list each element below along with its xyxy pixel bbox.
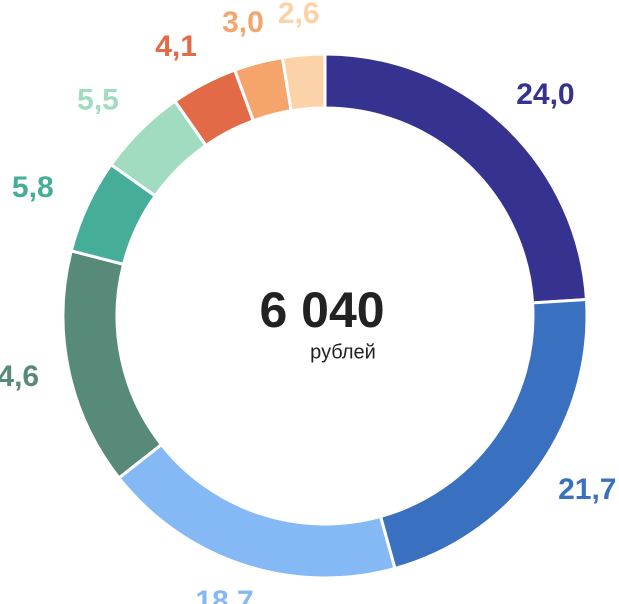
- donut-slice: [378, 297, 589, 571]
- data-label: 5,8: [12, 171, 54, 204]
- data-label: 5,5: [77, 84, 119, 117]
- center-value: 6 040: [259, 282, 384, 338]
- donut-slice: [116, 442, 397, 580]
- donut-slice: [280, 52, 327, 113]
- data-label: 18,7: [195, 585, 253, 604]
- data-label: 2,6: [278, 0, 320, 30]
- center-unit: рублей: [310, 341, 376, 363]
- data-label: 14,6: [0, 360, 39, 393]
- data-label: 3,0: [222, 6, 264, 39]
- donut-slice: [61, 249, 164, 480]
- data-label: 21,7: [558, 473, 616, 506]
- data-label: 4,1: [155, 30, 197, 63]
- data-label: 24,0: [516, 78, 574, 111]
